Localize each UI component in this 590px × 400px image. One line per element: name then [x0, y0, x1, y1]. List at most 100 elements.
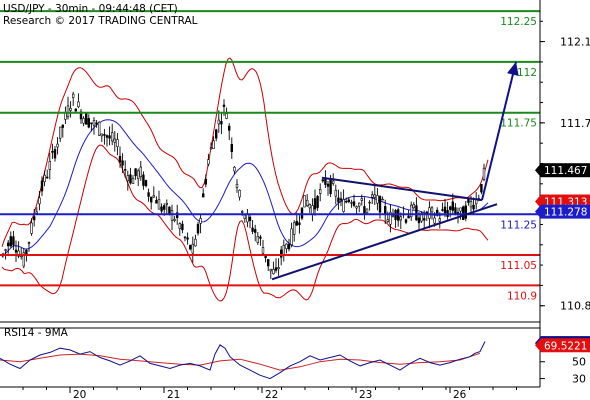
candle-body — [370, 194, 374, 198]
candle-body — [53, 149, 57, 159]
candle-body — [189, 245, 192, 250]
candle-body — [266, 259, 270, 267]
candle-body — [412, 204, 415, 209]
candle-body — [391, 215, 395, 217]
level-label-111-75: 111.75 — [500, 118, 537, 130]
candle-body — [295, 220, 298, 226]
candle-body — [111, 132, 114, 142]
ma-value-lower-label: 111.278 — [544, 207, 587, 219]
candle-body — [4, 249, 7, 251]
candle-body — [194, 238, 197, 247]
candle-body — [415, 205, 418, 221]
candle-body — [381, 198, 384, 201]
candle-body — [467, 198, 470, 203]
candle-body — [360, 198, 363, 201]
candle-body — [404, 219, 408, 223]
candle-body — [238, 189, 241, 198]
candle-body — [207, 159, 210, 165]
candle-body — [95, 122, 98, 125]
candle-body — [14, 249, 18, 253]
candle-body — [339, 198, 343, 201]
candle-body — [155, 199, 158, 204]
candle-body — [92, 120, 96, 126]
x-tick-label-20: 20 — [73, 389, 86, 400]
candle-body — [124, 169, 127, 171]
rsi-panel — [0, 341, 486, 380]
candle-body — [87, 118, 91, 128]
candle-body — [131, 177, 135, 184]
candle-body — [168, 206, 171, 214]
candle-body — [204, 178, 207, 185]
level-label-110-9: 110.9 — [507, 290, 537, 302]
candle-body — [72, 93, 75, 98]
x-tick-label-21: 21 — [167, 389, 180, 400]
candle-body — [292, 222, 296, 235]
candle-body — [48, 161, 52, 170]
candle-body — [256, 236, 259, 243]
candle-body — [274, 267, 278, 271]
candle-body — [38, 197, 41, 205]
candle-body — [209, 147, 213, 150]
chart-copyright: Research © 2017 TRADING CENTRAL — [3, 15, 198, 27]
x-tick-label-22: 22 — [265, 389, 278, 400]
candle-body — [27, 242, 31, 244]
candle-body — [331, 180, 335, 184]
candle-body — [344, 201, 348, 203]
trendline-1 — [271, 203, 498, 281]
candle-body — [129, 174, 132, 184]
candle-body — [251, 227, 254, 232]
candle-body — [43, 174, 46, 183]
price-panel: 112.25 112 111.75 111.25 111.05 110.9 — [0, 10, 540, 302]
candle-body — [318, 189, 322, 194]
ma-value-lower-pointer — [535, 204, 541, 219]
candle-body — [173, 219, 176, 221]
candle-body — [178, 223, 181, 229]
level-label-112-25: 112.25 — [500, 16, 537, 28]
candle-body — [373, 194, 376, 198]
candle-body — [160, 206, 163, 212]
candle-body — [443, 206, 447, 213]
candle-body — [389, 212, 392, 225]
rsi-ma-last-pointer — [535, 338, 541, 353]
bollinger-lower-band — [1, 144, 489, 302]
candle-body — [355, 206, 358, 209]
candle-body — [480, 184, 483, 193]
candle-body — [113, 138, 117, 143]
candle-body — [233, 166, 236, 172]
candle-body — [365, 208, 369, 214]
candle-body — [407, 215, 410, 219]
candle-body — [126, 175, 130, 181]
level-label-111-05: 111.05 — [500, 260, 537, 272]
candle-body — [303, 195, 306, 208]
candle-body — [22, 252, 25, 267]
candle-body — [170, 210, 174, 221]
candle-body — [35, 211, 39, 214]
candle-body — [215, 129, 218, 139]
candle-body — [248, 216, 252, 221]
candle-body — [191, 243, 194, 254]
candle-body — [451, 201, 454, 211]
candle-body — [147, 192, 150, 197]
candle-body — [409, 204, 413, 218]
chart-title: USD/JPY - 30min - 09:44:48 (CET) — [3, 3, 178, 15]
candle-body — [272, 269, 275, 275]
x-tick-label-23: 23 — [359, 389, 372, 400]
trendline-2 — [321, 176, 483, 202]
candle-body — [105, 135, 109, 138]
candle-body — [464, 205, 467, 219]
candle-body — [259, 236, 262, 239]
candle-body — [433, 217, 436, 224]
candle-body — [461, 206, 465, 221]
candle-body — [264, 255, 267, 259]
candle-body — [342, 199, 345, 212]
candle-body — [254, 229, 257, 233]
y-tick-label-112-1: 112.1 — [560, 36, 590, 49]
candle-body — [222, 104, 226, 107]
candle-body — [438, 218, 441, 222]
candle-body — [61, 124, 65, 128]
candle-body — [98, 121, 101, 136]
candle-body — [269, 268, 272, 272]
candle-body — [441, 209, 444, 211]
last-price-pointer — [535, 163, 541, 178]
